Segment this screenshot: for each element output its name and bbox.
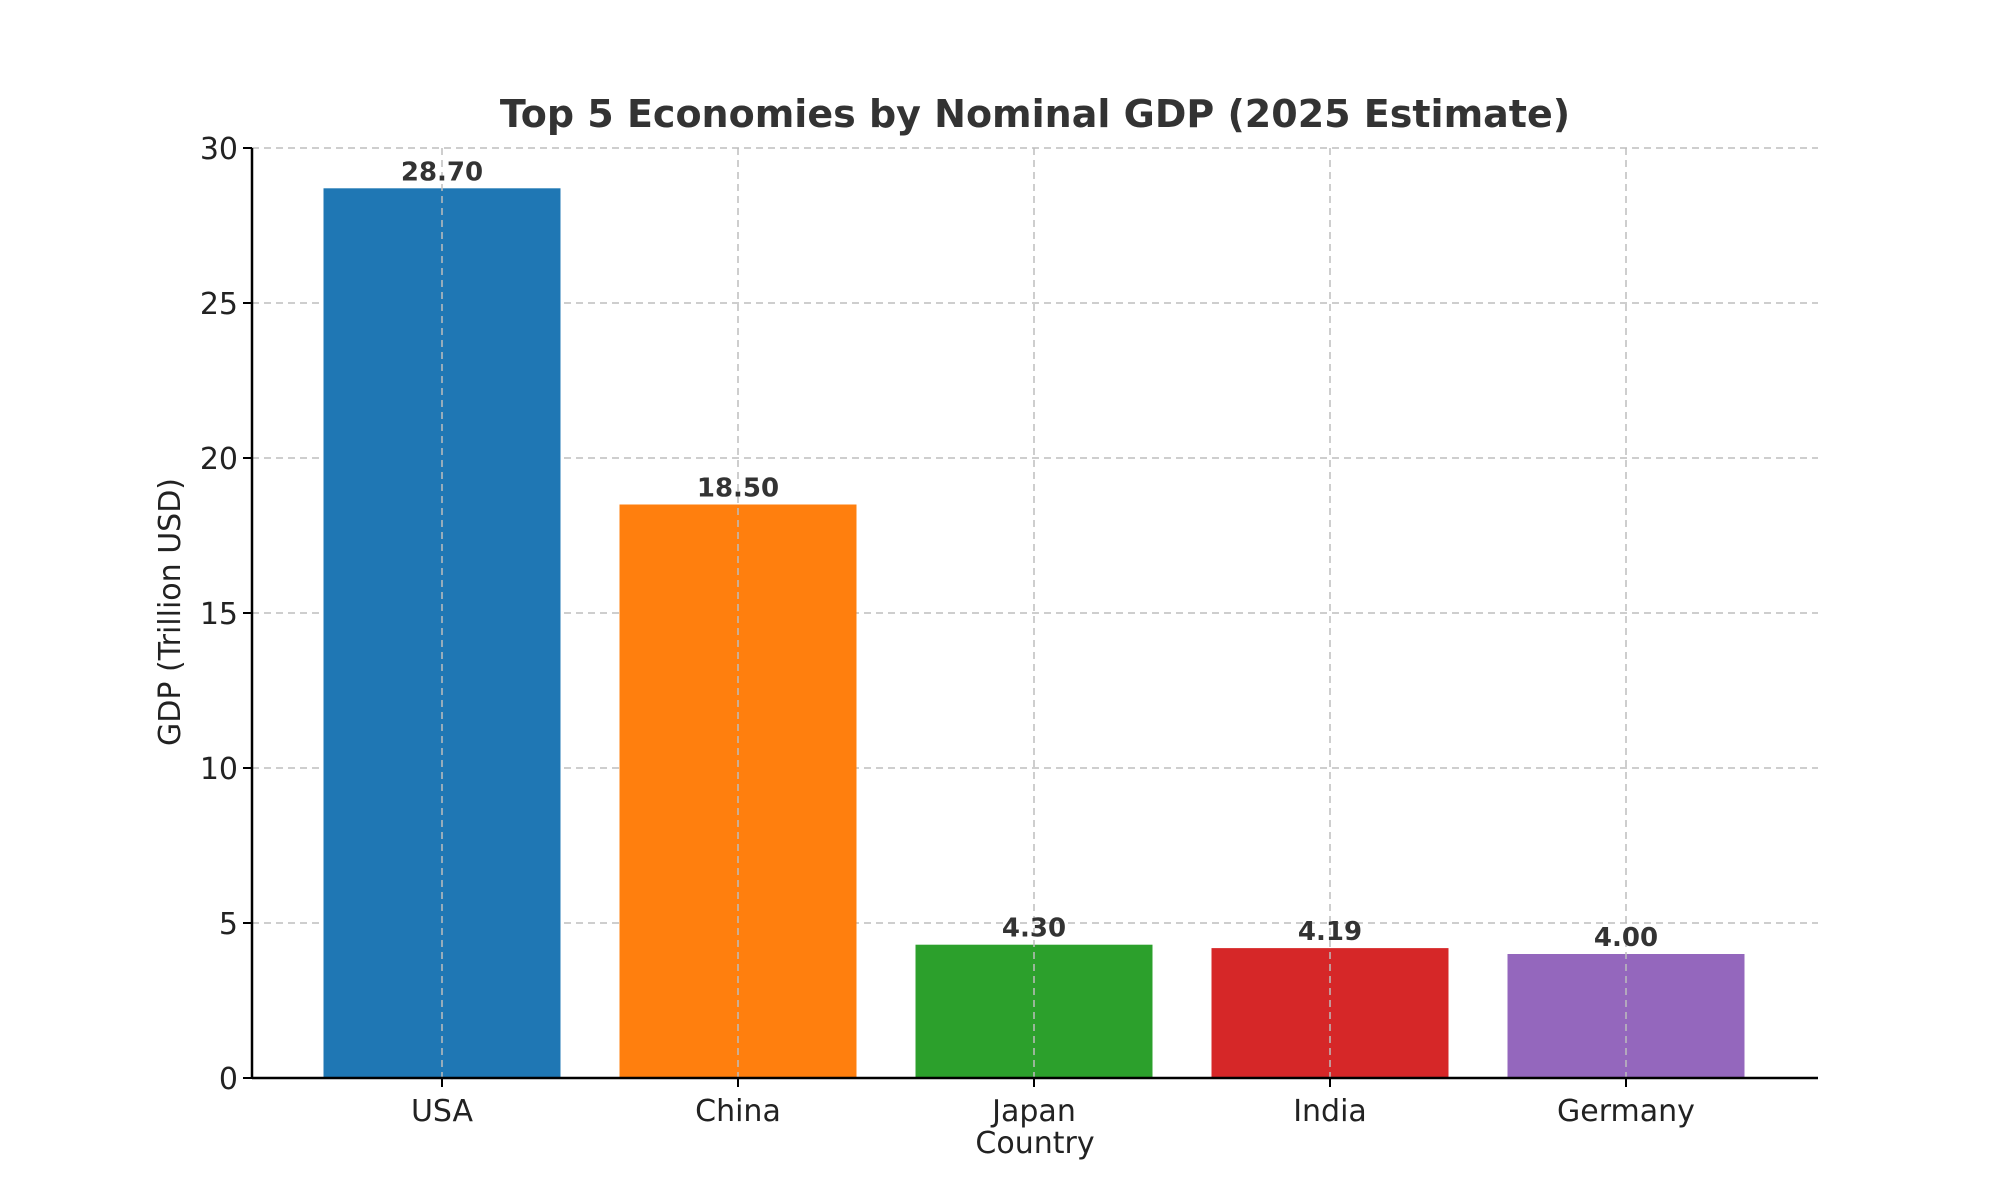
bar-value-label: 18.50 xyxy=(697,474,779,504)
y-tick-label: 0 xyxy=(219,1062,238,1097)
x-tick-label: Germany xyxy=(1557,1094,1695,1129)
y-tick-label: 15 xyxy=(200,597,238,632)
bar-value-label: 4.19 xyxy=(1298,917,1362,947)
y-tick-label: 30 xyxy=(200,132,238,167)
bar-value-label: 28.70 xyxy=(401,157,483,187)
y-tick-label: 10 xyxy=(200,752,238,787)
y-axis-label: GDP (Trillion USD) xyxy=(153,478,188,746)
x-axis-label: Country xyxy=(975,1126,1094,1161)
labels-layer: 0 5 10 15 20 25 30 USA 28.70 China 18.50 Japan 4.30 I… xyxy=(200,132,1695,1129)
chart-title: Top 5 Economies by Nominal GDP (2025 Est… xyxy=(500,92,1570,136)
x-tick-label: India xyxy=(1293,1094,1367,1129)
axes-layer xyxy=(243,147,1818,1087)
x-tick-label: Japan xyxy=(990,1094,1076,1129)
y-tick-label: 25 xyxy=(200,287,238,322)
x-tick-label: China xyxy=(695,1094,781,1129)
bar-value-label: 4.30 xyxy=(1002,914,1066,944)
y-tick-label: 20 xyxy=(200,442,238,477)
x-tick-label: USA xyxy=(411,1094,474,1129)
bar-value-label: 4.00 xyxy=(1594,923,1658,953)
vertical-grid-layer xyxy=(441,148,1627,1078)
y-tick-label: 5 xyxy=(219,907,238,942)
